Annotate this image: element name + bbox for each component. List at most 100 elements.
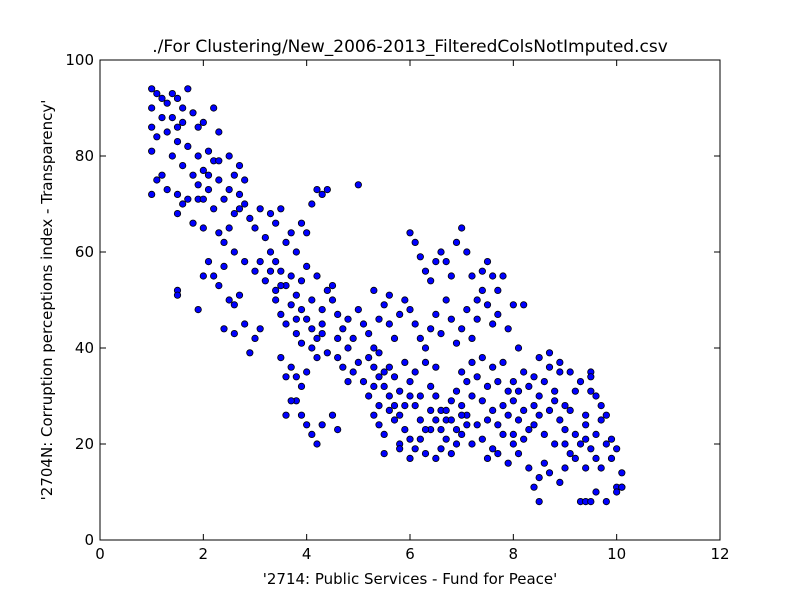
data-point bbox=[421, 449, 430, 458]
data-point bbox=[540, 377, 548, 386]
data-point bbox=[308, 325, 316, 333]
data-point bbox=[297, 382, 306, 390]
data-point bbox=[328, 296, 337, 304]
data-point bbox=[582, 464, 590, 472]
data-point bbox=[158, 114, 166, 122]
data-point bbox=[483, 416, 492, 424]
data-point bbox=[380, 301, 388, 309]
data-point bbox=[370, 411, 378, 419]
data-point bbox=[210, 205, 218, 213]
data-point bbox=[292, 315, 300, 323]
data-point bbox=[592, 488, 600, 496]
data-point bbox=[406, 229, 414, 237]
data-point bbox=[556, 358, 564, 366]
data-point bbox=[458, 224, 466, 232]
data-point bbox=[561, 425, 569, 434]
data-point bbox=[406, 454, 414, 462]
data-point bbox=[277, 267, 285, 275]
x-tick-label: 8 bbox=[509, 545, 519, 563]
data-point bbox=[256, 257, 264, 266]
data-point bbox=[328, 281, 337, 290]
data-point bbox=[179, 118, 187, 127]
data-point bbox=[478, 353, 486, 362]
data-point bbox=[189, 219, 197, 227]
data-point bbox=[365, 329, 373, 338]
data-point bbox=[587, 387, 595, 395]
data-point bbox=[551, 397, 559, 405]
data-point bbox=[437, 445, 445, 453]
data-point bbox=[241, 257, 249, 266]
data-point bbox=[535, 473, 543, 482]
data-point bbox=[458, 430, 466, 438]
data-point bbox=[421, 344, 430, 352]
data-point bbox=[303, 421, 311, 429]
data-point bbox=[468, 358, 476, 366]
data-point bbox=[545, 363, 554, 371]
data-point bbox=[416, 392, 424, 400]
data-point bbox=[323, 286, 331, 294]
data-point bbox=[323, 186, 331, 194]
data-point bbox=[303, 368, 311, 376]
data-point bbox=[442, 435, 450, 443]
data-point bbox=[489, 272, 497, 280]
data-point bbox=[396, 310, 404, 318]
data-point bbox=[613, 488, 621, 496]
data-point bbox=[292, 248, 300, 256]
data-point bbox=[344, 377, 352, 386]
data-point bbox=[189, 171, 197, 179]
data-point bbox=[241, 320, 249, 328]
data-point bbox=[173, 291, 182, 299]
data-point bbox=[432, 454, 440, 462]
data-point bbox=[432, 257, 440, 266]
data-point bbox=[148, 104, 156, 112]
data-point bbox=[380, 382, 388, 390]
data-point bbox=[173, 94, 182, 103]
data-point bbox=[303, 315, 311, 323]
data-point bbox=[287, 301, 295, 309]
data-point bbox=[416, 435, 424, 443]
y-tick-label: 100 bbox=[65, 51, 94, 69]
data-point bbox=[282, 238, 290, 246]
data-point bbox=[370, 344, 378, 352]
data-point bbox=[251, 224, 259, 232]
data-point bbox=[525, 464, 533, 472]
data-point bbox=[582, 411, 590, 419]
data-point bbox=[153, 90, 161, 98]
data-point bbox=[179, 104, 187, 112]
data-point bbox=[396, 387, 404, 395]
data-point bbox=[576, 440, 585, 448]
data-point bbox=[447, 449, 455, 458]
data-point bbox=[292, 373, 300, 381]
data-point bbox=[499, 430, 507, 438]
data-point bbox=[556, 478, 564, 486]
data-point bbox=[556, 368, 564, 376]
data-point bbox=[602, 411, 610, 419]
data-point bbox=[504, 459, 512, 467]
data-point bbox=[520, 301, 528, 309]
data-point bbox=[277, 353, 285, 362]
data-point bbox=[272, 286, 280, 294]
data-point bbox=[292, 291, 300, 299]
data-point bbox=[421, 358, 430, 366]
data-point bbox=[401, 401, 409, 410]
data-point bbox=[587, 445, 595, 453]
data-point bbox=[277, 310, 285, 318]
x-tick-label: 6 bbox=[405, 545, 415, 563]
data-point bbox=[576, 377, 585, 386]
data-point bbox=[215, 157, 223, 165]
data-point bbox=[313, 186, 321, 194]
data-point bbox=[483, 301, 492, 309]
data-point bbox=[447, 416, 455, 424]
data-point bbox=[566, 449, 574, 458]
data-point bbox=[509, 397, 517, 405]
y-tick-label: 20 bbox=[75, 435, 94, 453]
x-axis-label: '2714: Public Services - Fund for Peace' bbox=[263, 570, 558, 588]
data-point bbox=[494, 449, 502, 458]
y-tick-label: 80 bbox=[75, 147, 94, 165]
data-point bbox=[354, 305, 362, 314]
data-point bbox=[566, 368, 574, 376]
data-point bbox=[334, 425, 342, 434]
data-point bbox=[261, 277, 269, 285]
data-point bbox=[261, 234, 269, 242]
data-point bbox=[215, 229, 223, 237]
